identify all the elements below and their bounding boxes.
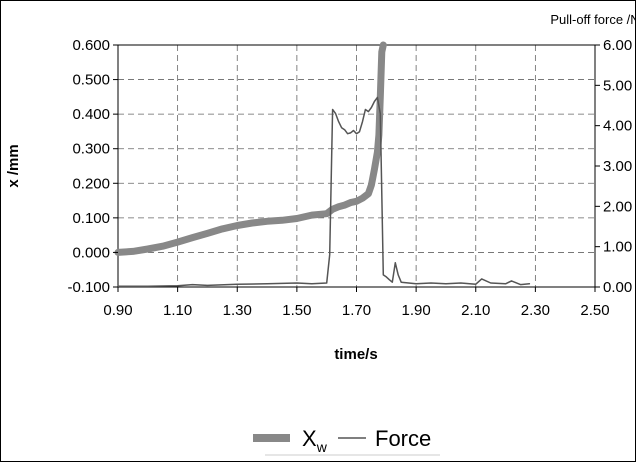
y2-tick-label: 2.00 [603, 198, 632, 215]
y-tick-label: 0.300 [72, 141, 110, 158]
legend-label-force: Force [375, 426, 431, 451]
x-tick-label: 1.90 [402, 302, 431, 319]
y-tick-label: 0.000 [72, 244, 110, 261]
x-tick-label: 2.10 [461, 302, 490, 319]
y2-tick-label: 6.00 [603, 37, 632, 54]
y-tick-label: 0.200 [72, 175, 110, 192]
y2-tick-label: 1.00 [603, 239, 632, 256]
y2-tick-label: 0.00 [603, 279, 632, 296]
y-tick-label: 0.400 [72, 106, 110, 123]
series-line-xw [114, 41, 387, 256]
x-tick-label: 1.50 [282, 302, 311, 319]
legend-label-xw-sub: w [316, 439, 328, 455]
legend: Xw Force [253, 426, 440, 456]
x-tick-label: 0.90 [103, 302, 132, 319]
x-tick-label: 2.50 [580, 302, 609, 319]
x-tick-label: 1.10 [163, 302, 192, 319]
x-axis-title: time/s [334, 346, 377, 363]
legend-label-xw-main: X [302, 426, 317, 451]
x-tick-label: 1.30 [223, 302, 252, 319]
legend-label-xw: Xw [302, 426, 328, 455]
y-tick-label: 0.600 [72, 37, 110, 54]
y2-tick-label: 4.00 [603, 118, 632, 135]
y2-tick-label: 5.00 [603, 77, 632, 94]
y-tick-label: 0.100 [72, 210, 110, 227]
y-tick-label: -0.100 [67, 279, 110, 296]
x-tick-label: 1.70 [342, 302, 371, 319]
grid [118, 45, 595, 287]
y-axis-title: x /mm [5, 144, 22, 187]
x-tick-label: 2.30 [521, 302, 550, 319]
y-tick-label: 0.500 [72, 72, 110, 89]
y2-axis-title: Pull-off force /N [550, 12, 636, 27]
series-line-force [117, 96, 531, 287]
tick-layer: 0.90 1.10 1.30 1.50 1.70 1.90 2.10 2.30 2.50 -0.1… [67, 37, 632, 319]
series-layer [114, 41, 531, 287]
y2-tick-label: 3.00 [603, 158, 632, 175]
